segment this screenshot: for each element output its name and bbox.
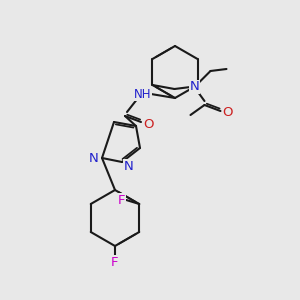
Text: O: O [222,106,233,119]
Text: NH: NH [134,88,152,100]
Text: N: N [190,80,200,94]
Text: F: F [111,256,119,268]
Text: N: N [124,160,134,172]
Text: F: F [118,194,125,206]
Text: O: O [144,118,154,131]
Text: N: N [88,152,98,166]
